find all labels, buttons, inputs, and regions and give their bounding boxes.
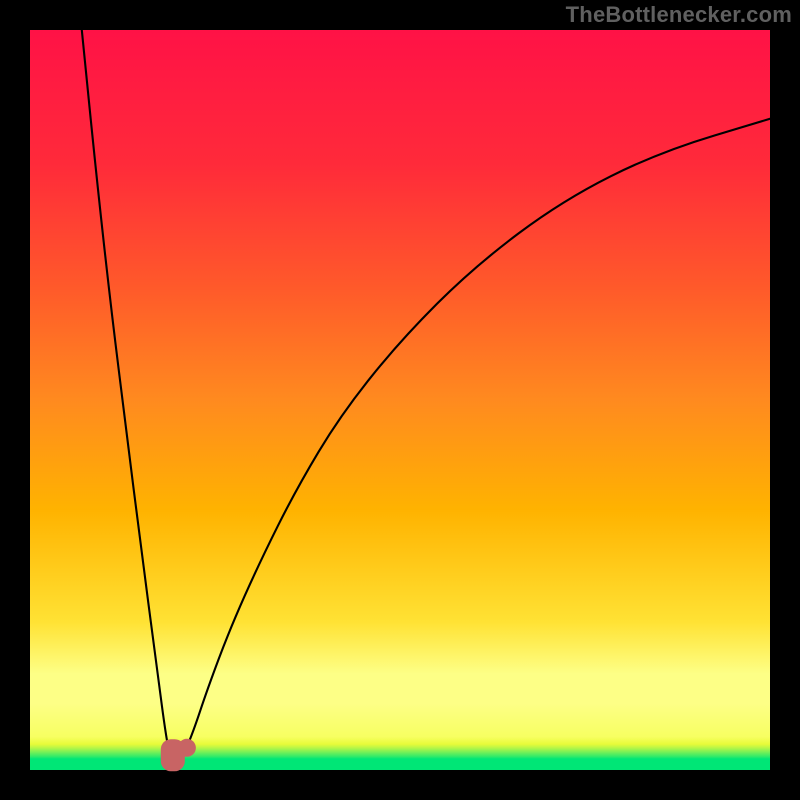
bottleneck-chart — [0, 0, 800, 800]
watermark-text: TheBottlenecker.com — [566, 2, 792, 28]
optimal-marker-dot — [178, 739, 196, 757]
plot-background — [30, 30, 770, 770]
